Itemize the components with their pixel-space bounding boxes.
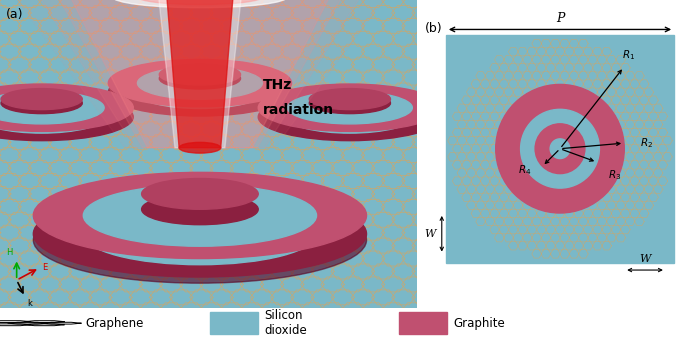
Polygon shape — [69, 0, 331, 148]
Ellipse shape — [141, 179, 258, 209]
Text: (a): (a) — [6, 8, 24, 21]
Ellipse shape — [309, 93, 391, 114]
Ellipse shape — [83, 203, 316, 265]
Ellipse shape — [0, 84, 133, 131]
Text: (b): (b) — [425, 22, 443, 35]
Ellipse shape — [113, 0, 288, 8]
Ellipse shape — [108, 69, 291, 116]
Ellipse shape — [83, 209, 316, 271]
Text: E: E — [43, 263, 48, 272]
Text: THz: THz — [262, 78, 292, 92]
Text: Silicon
dioxide: Silicon dioxide — [265, 309, 307, 337]
Ellipse shape — [137, 67, 262, 99]
Ellipse shape — [160, 64, 241, 85]
Text: P: P — [556, 12, 564, 25]
Text: $R_1$: $R_1$ — [622, 48, 635, 62]
Text: k: k — [27, 299, 32, 308]
Ellipse shape — [137, 0, 262, 5]
Polygon shape — [38, 0, 363, 148]
Text: Graphene: Graphene — [85, 317, 144, 330]
Ellipse shape — [258, 84, 442, 131]
Polygon shape — [13, 0, 387, 148]
Ellipse shape — [0, 93, 133, 141]
Bar — [446, 35, 674, 263]
Ellipse shape — [309, 89, 391, 110]
Ellipse shape — [108, 60, 291, 107]
Ellipse shape — [141, 194, 258, 225]
Circle shape — [535, 124, 585, 174]
Ellipse shape — [34, 172, 367, 259]
Ellipse shape — [288, 92, 412, 124]
Ellipse shape — [288, 101, 412, 133]
Text: W: W — [639, 254, 651, 264]
Ellipse shape — [1, 89, 83, 110]
Ellipse shape — [0, 92, 104, 124]
Ellipse shape — [258, 93, 442, 141]
Ellipse shape — [83, 185, 316, 246]
Bar — [210, 312, 258, 334]
Text: H: H — [6, 248, 13, 257]
Text: $R_3$: $R_3$ — [608, 168, 621, 182]
Text: $R_4$: $R_4$ — [517, 163, 531, 177]
Text: Graphite: Graphite — [454, 317, 505, 330]
Text: W: W — [424, 229, 435, 239]
Circle shape — [521, 109, 599, 188]
Ellipse shape — [34, 191, 367, 277]
Circle shape — [496, 84, 624, 213]
Ellipse shape — [34, 197, 367, 283]
Circle shape — [550, 139, 570, 159]
Ellipse shape — [160, 68, 241, 89]
Polygon shape — [158, 0, 242, 148]
Ellipse shape — [137, 76, 262, 108]
Bar — [399, 312, 447, 334]
Ellipse shape — [179, 142, 220, 153]
Polygon shape — [167, 0, 233, 148]
Text: radiation: radiation — [262, 103, 333, 117]
Text: $R_2$: $R_2$ — [640, 136, 652, 150]
Polygon shape — [56, 0, 344, 148]
Ellipse shape — [0, 101, 104, 133]
Ellipse shape — [1, 93, 83, 114]
